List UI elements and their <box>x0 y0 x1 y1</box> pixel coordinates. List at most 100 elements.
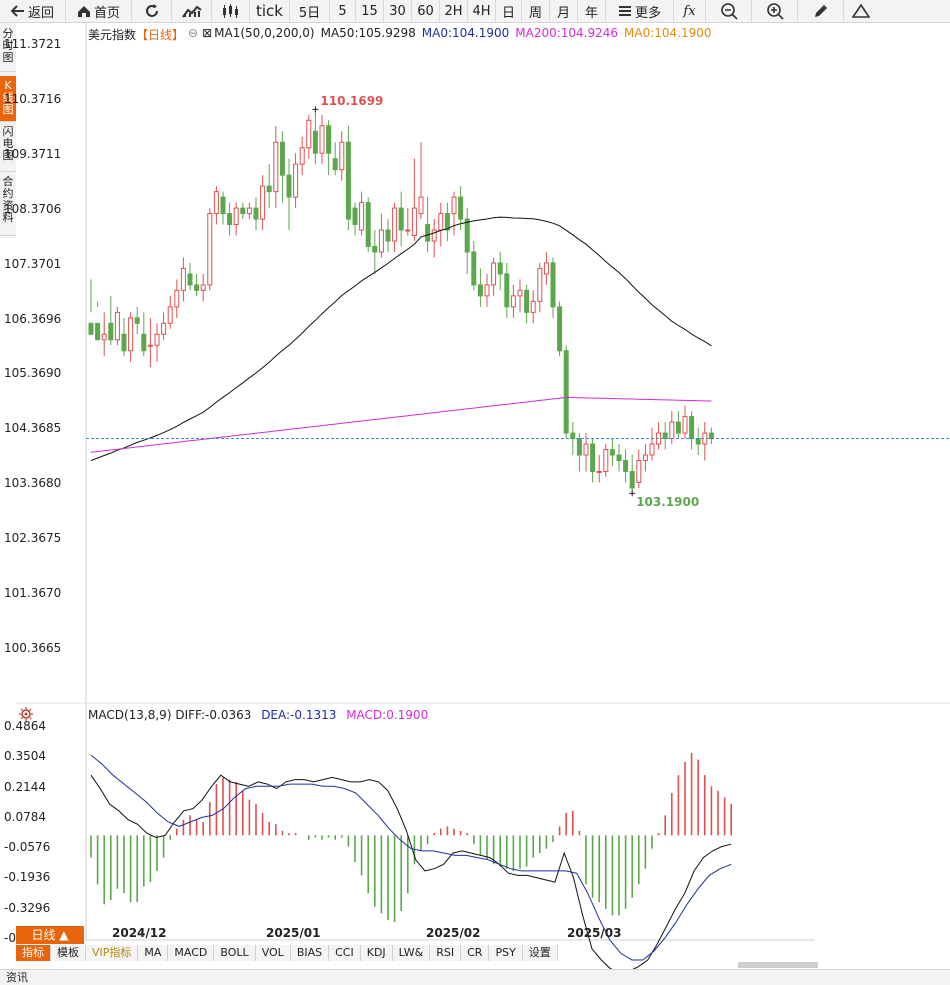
formula-button[interactable]: fx <box>674 0 706 22</box>
candle-body <box>114 311 120 341</box>
2h-button[interactable]: 2H <box>440 0 468 22</box>
news-label[interactable]: 资讯 <box>6 971 28 984</box>
low-marker <box>629 490 636 497</box>
period-selector[interactable]: 日线 ▲ <box>16 926 84 944</box>
candle-body <box>246 207 252 215</box>
tab-vip[interactable]: VIP指标 <box>86 945 139 961</box>
tab-psy[interactable]: PSY <box>489 945 523 961</box>
dea-value: DEA:-0.1313 <box>261 708 337 722</box>
macd-tick-label: 0.4864 <box>4 719 46 733</box>
tab-bias[interactable]: BIAS <box>290 945 330 961</box>
candle-body <box>563 350 569 434</box>
candle-body <box>253 207 259 220</box>
candle-body <box>88 322 94 335</box>
home-button[interactable]: 首页 <box>66 0 132 22</box>
candle-body <box>609 449 615 456</box>
tab-ma[interactable]: MA <box>138 945 169 961</box>
candle-body <box>517 289 523 297</box>
highlighter-icon <box>852 4 870 18</box>
pencil-icon <box>814 5 827 17</box>
tab-lightning[interactable]: 闪电图 <box>0 126 16 172</box>
tab-timeshare[interactable]: 分时图 <box>0 28 16 72</box>
diff-line <box>90 774 732 972</box>
tab-template[interactable]: 模板 <box>51 945 86 961</box>
more-button[interactable]: 更多 <box>606 0 674 22</box>
candle-body <box>359 202 365 231</box>
candle-body <box>293 163 299 198</box>
tab-kdj[interactable]: KDJ <box>360 945 393 961</box>
tab-cr[interactable]: CR <box>461 945 490 961</box>
candle-body <box>398 207 404 231</box>
candle-body <box>451 196 457 215</box>
month-button[interactable]: 月 <box>550 0 578 22</box>
high-marker <box>312 106 319 113</box>
back-button[interactable]: 返回 <box>0 0 66 22</box>
candle-body <box>444 213 450 231</box>
tab-boll[interactable]: BOLL <box>214 945 256 961</box>
candle-body <box>286 174 292 198</box>
candle-body <box>161 322 167 335</box>
candle-body <box>174 289 180 308</box>
indicator-icon[interactable]: ⊠ <box>202 26 213 40</box>
candle-body <box>266 185 272 193</box>
tab-vol[interactable]: VOL <box>255 945 291 961</box>
tab-indicator[interactable]: 指标 <box>16 945 51 961</box>
candle-body <box>213 191 219 215</box>
year-button[interactable]: 年 <box>578 0 606 22</box>
draw-button[interactable] <box>798 0 844 22</box>
chart-type-button[interactable] <box>172 0 212 22</box>
more-label: 更多 <box>634 5 661 21</box>
ma-spec: MA1(50,0,200,0) <box>214 26 315 40</box>
tab-rsi[interactable]: RSI <box>430 945 462 961</box>
tab-lw[interactable]: LW& <box>392 945 431 961</box>
settings-icon[interactable]: ⊖ <box>188 26 199 40</box>
candle-body <box>101 333 107 341</box>
day-button[interactable]: 日 <box>496 0 522 22</box>
candle-body <box>128 317 134 352</box>
instrument-name: 美元指数 <box>88 28 137 42</box>
price-tick-label: 108.3706 <box>4 201 62 216</box>
candle-body <box>596 470 602 473</box>
candle-body <box>260 185 266 220</box>
tab-settings[interactable]: 设置 <box>522 945 558 961</box>
refresh-button[interactable] <box>132 0 172 22</box>
week-button[interactable]: 周 <box>522 0 550 22</box>
candle-button[interactable] <box>212 0 250 22</box>
60min-button[interactable]: 60 <box>412 0 440 22</box>
candle-body <box>537 267 543 302</box>
4h-button[interactable]: 4H <box>468 0 496 22</box>
tab-cci[interactable]: CCI <box>329 945 361 961</box>
15min-button[interactable]: 15 <box>356 0 384 22</box>
tick-button[interactable]: tick <box>250 0 290 22</box>
price-tick-label: 101.3670 <box>4 586 62 600</box>
ma50-value: MA50:105.9298 <box>320 26 416 40</box>
candle-body <box>352 207 358 226</box>
5min-button[interactable]: 5 <box>330 0 356 22</box>
tab-macd[interactable]: MACD <box>168 945 215 961</box>
horizontal-scrollbar[interactable] <box>738 962 818 968</box>
candlestick-icon <box>222 4 238 18</box>
candle-body <box>504 273 510 308</box>
candle-body <box>510 295 516 308</box>
tab-contract-info[interactable]: 合约资料 <box>0 176 16 236</box>
30min-button[interactable]: 30 <box>384 0 412 22</box>
candle-body <box>378 229 384 253</box>
candle-body <box>332 158 338 171</box>
zoom-in-icon <box>766 3 784 20</box>
candle-body <box>682 416 688 434</box>
status-bar: 资讯 <box>0 969 950 985</box>
zoom-in-button[interactable] <box>752 0 798 22</box>
5day-button[interactable]: 5日 <box>290 0 330 22</box>
zoom-out-button[interactable] <box>706 0 752 22</box>
candle-body <box>583 443 589 456</box>
top-toolbar: 返回 首页 tick 5日 5 15 30 60 2H 4H 日 周 月 年 更… <box>0 0 950 23</box>
back-label: 返回 <box>27 5 54 21</box>
candle-body <box>477 284 483 297</box>
candle-body <box>108 322 114 341</box>
candle-body <box>167 306 173 324</box>
macd-settings-icon[interactable] <box>18 706 34 725</box>
highlight-button[interactable] <box>844 0 878 22</box>
x-label-mar: 2025/03 <box>567 926 622 940</box>
